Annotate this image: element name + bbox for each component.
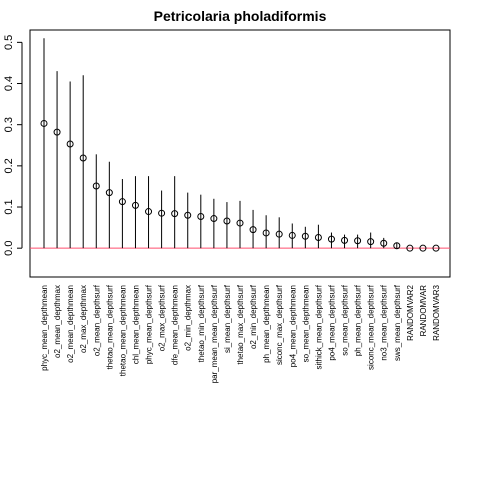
- x-tick-label: sws_mean_depthsurf: [393, 284, 402, 361]
- x-tick-label: no3_mean_depthsurf: [380, 284, 389, 360]
- data-point: [341, 236, 349, 244]
- y-tick-label: 0.5: [3, 35, 15, 50]
- data-point: [223, 217, 231, 225]
- data-point: [158, 209, 166, 217]
- x-tick-label: po4_mean_depthsurf: [327, 284, 336, 360]
- y-axis: 0.0 0.1 0.2 0.3 0.4 0.5: [3, 35, 22, 256]
- x-axis: phyc_mean_depthmean o2_mean_depthmax o2_me…: [40, 284, 441, 383]
- y-tick-label: 0.4: [3, 76, 15, 91]
- x-tick-label: RANDOMVAR3: [432, 284, 441, 340]
- x-tick-label: o2_mean_depthsurf: [92, 284, 101, 356]
- x-tick-label: siconc_max_depthsurf: [275, 284, 284, 365]
- data-point: [380, 239, 388, 247]
- data-point: [92, 182, 100, 190]
- data-point: [354, 237, 362, 245]
- x-tick-label: RANDOMVAR: [419, 285, 428, 337]
- data-point: [184, 211, 192, 219]
- x-tick-label: po4_mean_depthmean: [288, 285, 297, 367]
- data-point: [262, 229, 270, 237]
- x-tick-label: o2_max_depthsurf: [158, 284, 167, 351]
- data-point: [145, 208, 153, 216]
- data-point: [393, 242, 401, 250]
- data-point: [131, 201, 139, 209]
- x-tick-label: si_mean_depthsurf: [223, 284, 232, 353]
- data-point: [79, 154, 87, 162]
- x-tick-label: o2_max_depthmax: [79, 285, 88, 353]
- y-tick-label: 0.3: [3, 117, 15, 132]
- x-tick-label: siconc_mean_depthsurf: [367, 284, 376, 370]
- data-point: [406, 244, 414, 252]
- data-point: [301, 232, 309, 240]
- x-tick-label: thetao_min_depthsurf: [197, 284, 206, 362]
- x-tick-label: so_mean_depthmean: [301, 285, 310, 362]
- x-tick-label: par_mean_mean_depthsurf: [210, 284, 219, 383]
- data-point: [66, 140, 74, 148]
- chart-title: Petricolaria pholadiformis: [154, 8, 327, 24]
- x-tick-label: ph_mean_depthmean: [262, 285, 271, 363]
- data-point: [314, 233, 322, 241]
- data-point: [197, 212, 205, 220]
- data-point: [105, 189, 113, 197]
- x-tick-label: o2_mean_depthmax: [53, 285, 62, 358]
- x-tick-label: thetao_mean_depthsurf: [105, 284, 114, 369]
- data-point: [419, 244, 427, 252]
- data-point: [53, 128, 61, 136]
- data-point: [275, 230, 283, 238]
- y-tick-label: 0.1: [3, 199, 15, 214]
- x-tick-label: RANDOMVAR2: [406, 284, 415, 340]
- x-tick-label: thetao_max_depthsurf: [236, 284, 245, 364]
- x-tick-label: o2_min_depthsurf: [249, 284, 258, 349]
- data-point: [118, 198, 126, 206]
- x-tick-label: ph_mean_depthsurf: [354, 284, 363, 356]
- data-point: [40, 119, 48, 127]
- y-tick-label: 0.0: [3, 241, 15, 256]
- data-point: [367, 238, 375, 246]
- y-tick-label: 0.2: [3, 158, 15, 173]
- data-point: [171, 210, 179, 218]
- x-tick-label: thetao_mean_depthmean: [118, 285, 127, 376]
- whisker-layer: [43, 38, 398, 249]
- x-tick-label: dfe_mean_depthmean: [171, 285, 180, 365]
- data-point: [432, 244, 440, 252]
- point-layer: [40, 119, 440, 252]
- x-tick-label: phyc_mean_depthsurf: [145, 284, 154, 364]
- x-tick-label: phyc_mean_depthmean: [40, 285, 49, 371]
- plot-frame: [29, 29, 451, 278]
- data-point: [327, 235, 335, 243]
- x-tick-label: so_mean_depthsurf: [341, 284, 350, 355]
- x-tick-label: o2_min_depthmax: [184, 285, 193, 351]
- x-tick-label: sithick_mean_depthsurf: [314, 284, 323, 369]
- data-point: [288, 231, 296, 239]
- data-point: [236, 219, 244, 227]
- x-tick-label: chl_mean_depthmean: [131, 285, 140, 364]
- x-tick-label: o2_mean_depthmean: [66, 285, 75, 363]
- data-point: [249, 226, 257, 234]
- data-point: [210, 215, 218, 223]
